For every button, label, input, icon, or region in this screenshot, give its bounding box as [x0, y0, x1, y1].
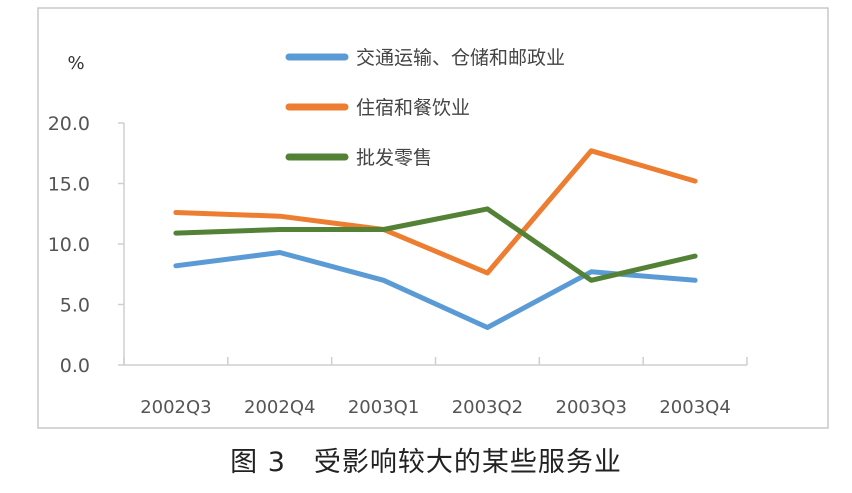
x-tick-label: 2003Q4	[659, 397, 730, 418]
axes: 0.0 5.0 10.0 15.0 20.0 2002Q3 2002Q4 2003Q1 2003…	[48, 113, 748, 418]
figure-caption: 图 3 受影响较大的某些服务业	[230, 447, 622, 478]
x-tick-label: 2002Q4	[244, 397, 315, 418]
legend-label-3: 批发零售	[356, 147, 432, 169]
series-line-2	[173, 148, 698, 276]
x-tick-label: 2003Q2	[452, 397, 523, 418]
x-tick-label: 2003Q1	[348, 397, 419, 418]
series-layer	[173, 148, 698, 330]
x-tick-label: 2002Q3	[140, 397, 211, 418]
y-tick-label: 0.0	[60, 355, 90, 377]
x-tick-label: 2003Q3	[556, 397, 627, 418]
series-line-1	[173, 250, 698, 330]
y-tick-label: 5.0	[60, 295, 90, 317]
y-unit-label: %	[67, 53, 84, 74]
legend-label-1: 交通运输、仓储和邮政业	[356, 47, 565, 69]
y-tick-label: 20.0	[48, 113, 90, 135]
series-line-3	[173, 206, 698, 283]
y-tick-label: 15.0	[48, 174, 90, 196]
legend-label-2: 住宿和餐饮业	[356, 97, 470, 119]
y-tick-label: 10.0	[48, 234, 90, 256]
